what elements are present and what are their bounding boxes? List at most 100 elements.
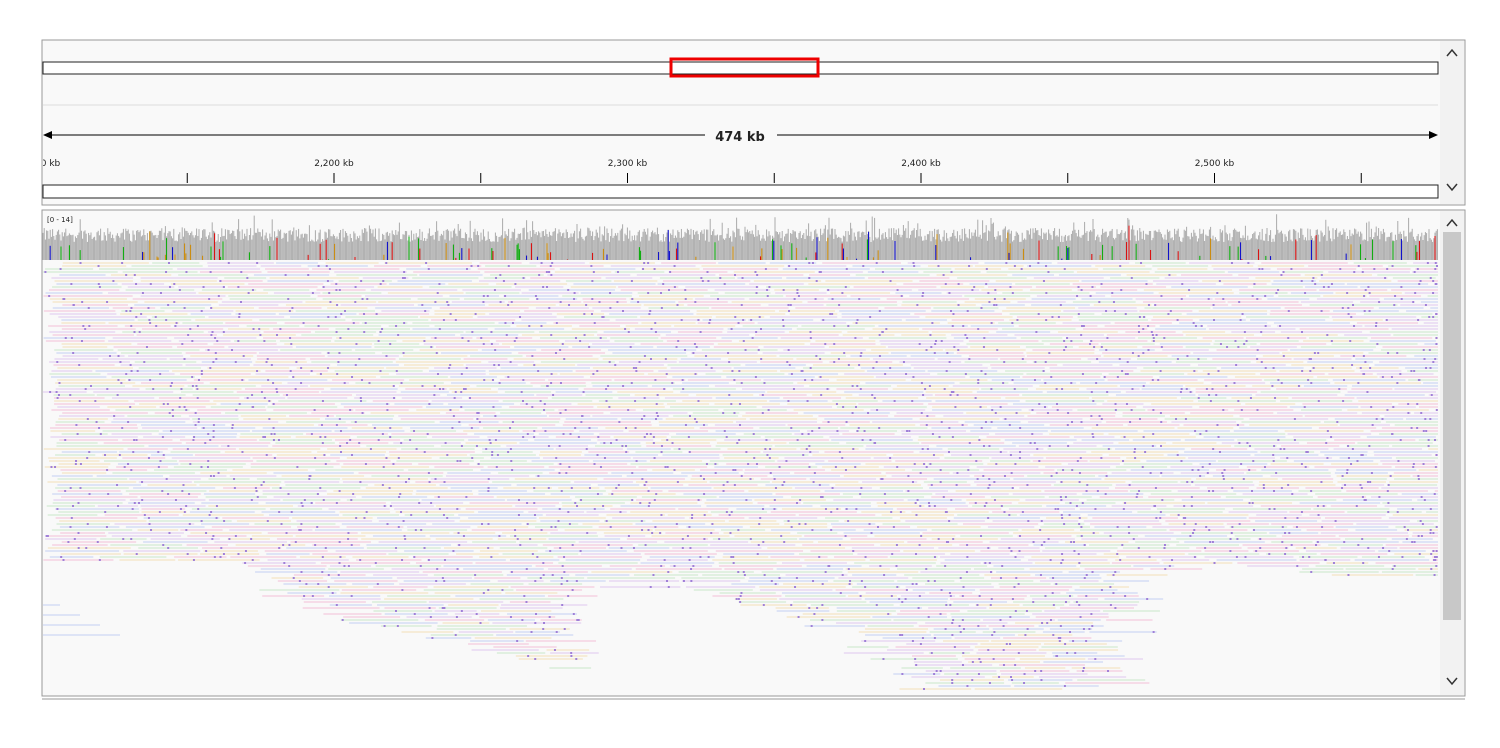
read-mismatch <box>1175 418 1178 420</box>
read-mismatch <box>75 424 78 426</box>
read-mismatch <box>701 280 704 282</box>
read-mismatch <box>1197 397 1200 399</box>
read-mismatch <box>1400 286 1403 288</box>
read-mismatch <box>1309 370 1312 372</box>
read-mismatch <box>990 421 993 423</box>
read-mismatch <box>131 508 134 510</box>
read-mismatch <box>927 502 930 504</box>
read-mismatch <box>1138 316 1141 318</box>
read-mismatch <box>833 361 836 363</box>
read-mismatch <box>1061 388 1064 390</box>
read-mismatch <box>956 394 959 396</box>
read-mismatch <box>742 340 745 342</box>
read-mismatch <box>632 367 635 369</box>
read-mismatch <box>414 529 417 531</box>
read-mismatch <box>491 451 494 453</box>
read-mismatch <box>227 262 230 264</box>
read-mismatch <box>1045 265 1048 267</box>
read-mismatch <box>1160 346 1163 348</box>
read-mismatch <box>1231 526 1234 528</box>
read-mismatch <box>1119 265 1122 267</box>
read-mismatch <box>1235 364 1238 366</box>
read-mismatch <box>1114 403 1117 405</box>
scrollbar[interactable] <box>1440 41 1464 204</box>
read-mismatch <box>968 442 971 444</box>
read-mismatch <box>1241 313 1244 315</box>
read-mismatch <box>559 463 562 465</box>
ruler-ticks: 2,100 kb 2,200 kb 2,300 kb 2,400 kb 2,500 kb <box>43 159 1362 183</box>
read-mismatch <box>1360 487 1363 489</box>
read-mismatch <box>185 505 188 507</box>
read-mismatch <box>99 433 102 435</box>
read-mismatch <box>1429 529 1432 531</box>
read-mismatch <box>833 325 836 327</box>
read-mismatch <box>149 283 152 285</box>
read-mismatch <box>118 454 121 456</box>
read-mismatch <box>609 526 612 528</box>
read-mismatch <box>1005 262 1008 264</box>
read-mismatch <box>782 325 785 327</box>
read-mismatch <box>275 334 278 336</box>
read-mismatch <box>1429 532 1432 534</box>
read-mismatch <box>200 466 203 468</box>
read-mismatch <box>808 277 811 279</box>
read-mismatch <box>635 460 638 462</box>
read-mismatch <box>1248 445 1251 447</box>
read-mismatch <box>855 508 858 510</box>
read-mismatch <box>1011 487 1014 489</box>
read-mismatch <box>385 355 388 357</box>
read-mismatch <box>796 439 799 441</box>
read-mismatch <box>1237 346 1240 348</box>
read-mismatch <box>939 481 942 483</box>
read-mismatch <box>590 313 593 315</box>
read-mismatch <box>1368 310 1371 312</box>
read-mismatch <box>1381 418 1384 420</box>
read-mismatch <box>787 349 790 351</box>
read-mismatch <box>1078 472 1081 474</box>
read-mismatch <box>596 454 599 456</box>
read-mismatch <box>311 292 314 294</box>
read-mismatch <box>1246 442 1249 444</box>
read-mismatch <box>862 265 865 267</box>
read-mismatch <box>426 433 429 435</box>
read-mismatch <box>147 457 150 459</box>
read-mismatch <box>717 298 720 300</box>
read-mismatch <box>754 376 757 378</box>
read-mismatch <box>265 361 268 363</box>
read-mismatch <box>811 262 814 264</box>
read-mismatch <box>336 373 339 375</box>
read-mismatch <box>173 283 176 285</box>
read-mismatch <box>1029 442 1032 444</box>
read-mismatch <box>113 415 116 417</box>
read-mismatch <box>86 457 89 459</box>
read-mismatch <box>1304 292 1307 294</box>
read-mismatch <box>1387 352 1390 354</box>
read-mismatch <box>1215 394 1218 396</box>
read-mismatch <box>495 277 498 279</box>
scroll-arrows[interactable] <box>1446 48 1458 192</box>
read-mismatch <box>1186 355 1189 357</box>
read-mismatch <box>1106 337 1109 339</box>
read-mismatch <box>1013 265 1016 267</box>
read-mismatch <box>856 385 859 387</box>
read-mismatch <box>284 274 287 276</box>
read-mismatch <box>1376 343 1379 345</box>
read-mismatch <box>81 301 84 303</box>
read-mismatch <box>430 346 433 348</box>
read-mismatch <box>798 523 801 525</box>
read-mismatch <box>1390 376 1393 378</box>
read-mismatch <box>1093 346 1096 348</box>
read-mismatch <box>1188 289 1191 291</box>
read-mismatch <box>205 532 208 534</box>
read-mismatch <box>125 274 128 276</box>
read-mismatch <box>557 520 560 522</box>
read-mismatch <box>1218 280 1221 282</box>
read-mismatch <box>1185 388 1188 390</box>
read-mismatch <box>1304 466 1307 468</box>
read-mismatch <box>574 502 577 504</box>
read-mismatch <box>902 361 905 363</box>
read-mismatch <box>279 328 282 330</box>
read-mismatch <box>695 346 698 348</box>
read-mismatch <box>1193 370 1196 372</box>
read-mismatch <box>365 511 368 513</box>
